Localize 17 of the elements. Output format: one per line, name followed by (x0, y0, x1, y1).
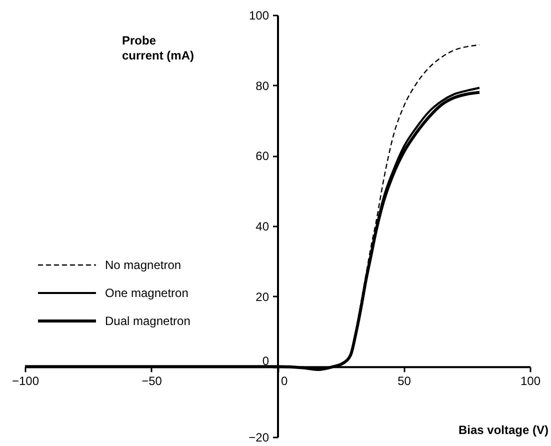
y-tick-label: 60 (256, 149, 270, 164)
y-axis-title: Probe current (mA) (122, 34, 194, 62)
legend-label: No magnetron (105, 258, 182, 272)
legend-label: Dual magnetron (105, 314, 190, 328)
x-tick-label: 0 (281, 374, 288, 388)
x-tick-label: 50 (398, 374, 412, 388)
y-tick-label: 100 (248, 8, 270, 22)
y-tick-label: 40 (256, 220, 270, 234)
y-tick-label: −20 (248, 430, 270, 444)
y-tick-label: 20 (256, 290, 270, 304)
y-tick-label: 80 (256, 78, 270, 93)
x-axis-title: Bias voltage (V) (458, 423, 548, 438)
x-tick-label: −50 (142, 374, 162, 388)
x-tick-label: 100 (520, 374, 541, 388)
x-tick-label: −100 (12, 374, 40, 388)
legend-label: One magnetron (105, 286, 188, 300)
y-tick-label: 0 (262, 354, 270, 368)
